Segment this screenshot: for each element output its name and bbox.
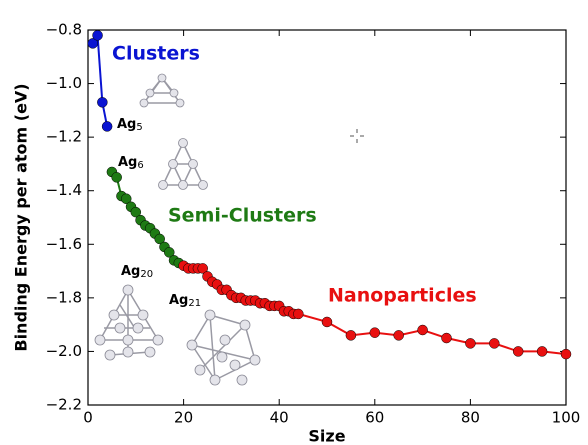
cluster-label-text: Ag bbox=[169, 293, 188, 308]
cluster-label-subscript: 6 bbox=[137, 160, 143, 171]
cluster-label-text: Ag bbox=[117, 117, 136, 132]
x-tick-label: 20 bbox=[174, 409, 193, 427]
cluster-label: Ag6 bbox=[118, 155, 144, 172]
x-tick-label: 60 bbox=[365, 409, 384, 427]
y-tick-label: −1.2 bbox=[46, 128, 82, 146]
x-tick-label: 0 bbox=[83, 409, 93, 427]
series-label: Nanoparticles bbox=[328, 285, 477, 307]
cluster-label-subscript: 5 bbox=[136, 122, 142, 133]
data-point bbox=[394, 330, 404, 340]
cluster-label: Ag20 bbox=[121, 264, 153, 281]
data-point bbox=[418, 325, 428, 335]
cluster-label: Ag5 bbox=[117, 117, 143, 134]
series-line bbox=[93, 35, 107, 126]
data-point bbox=[112, 172, 122, 182]
molecule-ag21 bbox=[187, 310, 260, 385]
molecule-ag20 bbox=[95, 285, 163, 360]
cluster-label-subscript: 20 bbox=[140, 269, 153, 280]
data-point bbox=[370, 328, 380, 338]
series-line bbox=[184, 266, 566, 354]
y-axis-label: Binding Energy per atom (eV) bbox=[12, 83, 31, 351]
x-axis-label: Size bbox=[308, 427, 345, 445]
y-tick-label: −1.6 bbox=[46, 235, 82, 253]
data-point bbox=[346, 330, 356, 340]
plot-frame bbox=[88, 30, 566, 405]
data-point bbox=[293, 309, 303, 319]
data-point bbox=[93, 30, 103, 40]
data-point bbox=[537, 346, 547, 356]
x-tick-label: 40 bbox=[270, 409, 289, 427]
y-tick-label: −1.4 bbox=[46, 181, 82, 199]
data-point bbox=[322, 317, 332, 327]
molecule-ag6 bbox=[159, 139, 208, 190]
data-point bbox=[465, 338, 475, 348]
y-tick-label: −0.8 bbox=[46, 21, 82, 39]
y-tick-label: −2.2 bbox=[46, 396, 82, 414]
chart: 0 20 40 60 80 100 −2.2 −2.0 −1.8 −1.6 −1.4 −1.2 −1.0… bbox=[0, 0, 588, 445]
data-point bbox=[97, 97, 107, 107]
y-tick-label: −1.8 bbox=[46, 288, 82, 306]
data-point bbox=[513, 346, 523, 356]
series-label: Semi-Clusters bbox=[168, 205, 317, 227]
cluster-label-text: Ag bbox=[121, 264, 140, 279]
data-point bbox=[442, 333, 452, 343]
y-tick-label: −1.0 bbox=[46, 74, 82, 92]
x-tick-label: 100 bbox=[552, 409, 581, 427]
data-point bbox=[102, 121, 112, 131]
cluster-label: Ag21 bbox=[169, 293, 201, 310]
data-point bbox=[561, 349, 571, 359]
x-tick-label: 80 bbox=[461, 409, 480, 427]
cluster-label-text: Ag bbox=[118, 155, 137, 170]
y-tick-label: −2.0 bbox=[46, 342, 82, 360]
cluster-label-subscript: 21 bbox=[188, 298, 201, 309]
molecule-ag5 bbox=[140, 74, 184, 107]
data-point bbox=[489, 338, 499, 348]
series-label: Clusters bbox=[112, 43, 200, 65]
cursor bbox=[350, 129, 364, 143]
